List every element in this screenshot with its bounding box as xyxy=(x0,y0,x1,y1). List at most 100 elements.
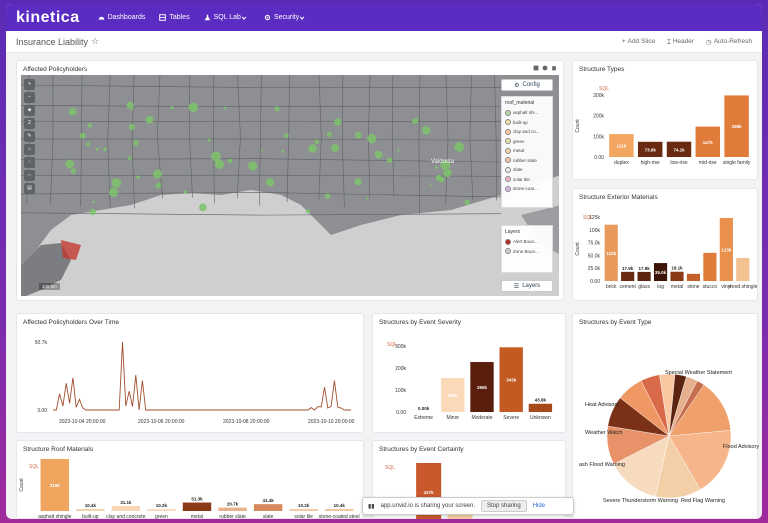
sql-tag[interactable]: SQL xyxy=(385,465,396,471)
x-tick-label: Minor xyxy=(447,415,460,421)
x-tick-label: clay and concrete xyxy=(106,514,145,519)
bar-value-label: 43.8k xyxy=(535,398,547,403)
layers-toggle-icon[interactable]: ▤ xyxy=(24,183,35,194)
layer-item[interactable]: Zone Boun... xyxy=(505,247,549,257)
lasso-icon[interactable]: ◌ xyxy=(24,157,35,168)
x-tick-label: asphalt shingle xyxy=(38,514,72,519)
legend-item[interactable]: metal xyxy=(505,146,549,156)
legend-item[interactable]: solar tile xyxy=(505,175,549,185)
coverage-patch xyxy=(145,115,154,124)
compass-icon[interactable]: ◈ xyxy=(24,105,35,116)
coverage-patch xyxy=(65,159,75,169)
auto-refresh-button[interactable]: ◷ Auto-Refresh xyxy=(706,37,752,46)
bar-value-label: 180k xyxy=(448,393,459,398)
over-time-panel: Affected Policyholders Over Time 50.7k 3.… xyxy=(16,313,364,433)
coverage-patch xyxy=(133,140,139,146)
zoom-out-button[interactable]: − xyxy=(24,92,35,103)
zoom-in-button[interactable]: + xyxy=(24,79,35,90)
bar-value-label: 147k xyxy=(703,140,714,145)
x-tick-label: slate xyxy=(263,514,274,519)
x-tick-label: wood shingle xyxy=(728,284,757,290)
nav-security-label: Security xyxy=(273,14,300,21)
legend-label: metal xyxy=(513,148,525,154)
legend-item[interactable]: slate xyxy=(505,165,549,175)
legend-item[interactable]: clay and co... xyxy=(505,127,549,137)
nav-sql-lab[interactable]: SQL Lab xyxy=(204,14,250,21)
sql-tag[interactable]: SQL xyxy=(29,464,40,470)
bar-value-label: 315k xyxy=(50,483,61,488)
scale-bar: 100 km xyxy=(39,283,60,290)
coverage-patch xyxy=(207,138,211,142)
favorite-star-icon[interactable]: ☆ xyxy=(91,36,100,46)
bar xyxy=(670,271,684,281)
add-slice-button[interactable]: + Add Slice xyxy=(622,37,655,46)
pie-label: Heat Advisory xyxy=(585,402,619,408)
coverage-patch xyxy=(85,142,90,147)
legend-swatch xyxy=(505,176,511,183)
layers-title: Layers xyxy=(505,229,521,235)
coverage-patch xyxy=(464,199,470,206)
coverage-patch xyxy=(454,142,464,152)
layer-item[interactable]: Alert Boun... xyxy=(505,237,549,247)
bar xyxy=(736,257,750,281)
roof-material-legend: roof_material asphalt shi... built-up clay… xyxy=(501,96,553,208)
draw-icon[interactable]: ✎ xyxy=(24,131,35,142)
bar-value-label: 18.1k xyxy=(671,266,683,271)
coverage-patch xyxy=(305,209,311,214)
bar xyxy=(76,509,105,511)
sql-tag[interactable]: SQL xyxy=(599,86,610,92)
nav-tables[interactable]: Tables xyxy=(159,14,190,21)
home-icon[interactable]: ⌂ xyxy=(24,144,35,155)
add-slice-label: Add Slice xyxy=(627,38,656,45)
trash-icon[interactable] xyxy=(551,65,557,71)
legend-swatch xyxy=(505,128,511,135)
flask-icon xyxy=(204,14,210,21)
pie-label: Weather Watch xyxy=(585,430,623,436)
severity-panel: Structures by Event Severity SQL 300k 200… xyxy=(372,313,566,433)
gears-icon: ⚙ xyxy=(514,82,520,89)
map-geography[interactable]: Valdosta xyxy=(21,75,559,296)
nav-security[interactable]: Security xyxy=(264,14,308,21)
layers-button[interactable]: ☰ Layers xyxy=(501,280,553,292)
x-tick-label: low-rise xyxy=(670,160,687,166)
legend-item[interactable]: green xyxy=(505,137,549,147)
county-boundary xyxy=(189,75,193,198)
stop-sharing-button[interactable]: Stop sharing xyxy=(481,500,527,512)
y-axis-label: Count xyxy=(575,119,581,133)
nav-dashboards[interactable]: Dashboards xyxy=(98,14,145,21)
legend-item[interactable]: asphalt shi... xyxy=(505,108,549,118)
event-type-panel: Structures by Event Type Special Weather… xyxy=(572,313,759,519)
bar-value-label: 265k xyxy=(477,385,488,390)
pie-label: Flood Advisory xyxy=(723,444,759,450)
kinetica-logo[interactable]: kinetica xyxy=(16,8,80,26)
bar xyxy=(218,507,247,511)
map-canvas[interactable]: Valdosta + − ◈ 2 ✎ ⌂ ◌ ⇔ ▤ 100 km ⚙ Confi… xyxy=(21,75,559,296)
bar xyxy=(695,126,721,157)
roof-materials-chart: Count 315k asphalt shingle 10.4k built-up 31.… xyxy=(19,459,360,519)
legend-item[interactable]: built-up xyxy=(505,118,549,128)
bar xyxy=(499,347,523,412)
bar-value-label: 10.4k xyxy=(334,503,346,508)
measure-icon[interactable]: ⇔ xyxy=(24,170,35,181)
coverage-patch xyxy=(155,182,162,189)
list-icon: ☰ xyxy=(513,283,520,290)
table-view-icon[interactable] xyxy=(533,65,539,71)
coverage-patch xyxy=(314,139,320,145)
bar xyxy=(528,403,553,412)
bar-value-label: 17.8k xyxy=(638,266,650,271)
x-tick-label: 2023-10-06 20:00:00 xyxy=(138,419,185,425)
settings-icon[interactable] xyxy=(542,65,548,71)
certainty-title: Structures by Event Certainty xyxy=(379,446,464,453)
x-tick-label: Moderate xyxy=(471,415,492,421)
sql-tag[interactable]: SQL xyxy=(583,215,594,221)
legend-item[interactable]: rubber slate xyxy=(505,156,549,166)
bar xyxy=(637,271,651,281)
header-button[interactable]: Ɪ Header xyxy=(667,37,694,46)
sql-tag[interactable]: SQL xyxy=(387,342,398,348)
bar xyxy=(40,459,69,511)
legend-item[interactable]: stone-coat... xyxy=(505,184,549,194)
county-boundary xyxy=(21,212,502,216)
hide-button[interactable]: Hide xyxy=(532,503,546,509)
y-tick-label: 125k xyxy=(589,215,600,221)
config-button[interactable]: ⚙ Config xyxy=(501,79,553,91)
